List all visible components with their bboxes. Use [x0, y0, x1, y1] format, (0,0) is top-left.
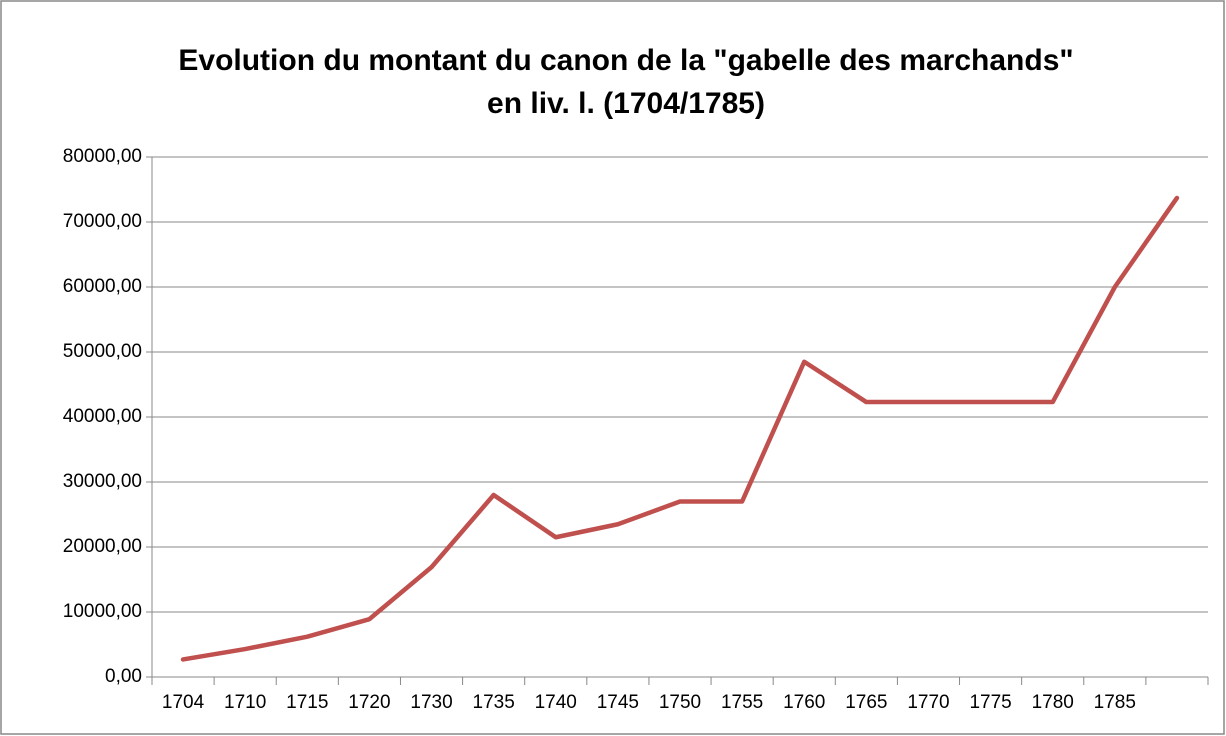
x-tick-label: 1750 [659, 692, 701, 713]
x-tick-label: 1765 [845, 692, 887, 713]
x-tick-label: 1720 [348, 692, 390, 713]
y-tick-label: 0,00 [105, 666, 142, 687]
y-tick-label: 80000,00 [63, 146, 142, 167]
x-tick-label: 1760 [783, 692, 825, 713]
series-line [180, 195, 1180, 662]
y-tick-label: 30000,00 [63, 471, 142, 492]
x-tick-label: 1755 [721, 692, 763, 713]
y-tick-label: 70000,00 [63, 211, 142, 232]
y-tick-label: 40000,00 [63, 406, 142, 427]
x-tick-label: 1745 [597, 692, 639, 713]
y-tick-label: 60000,00 [63, 276, 142, 297]
x-tick-label: 1730 [410, 692, 452, 713]
x-tick-label: 1770 [907, 692, 949, 713]
y-tick-label: 50000,00 [63, 341, 142, 362]
y-tick-label: 20000,00 [63, 536, 142, 557]
x-tick-label: 1785 [1094, 692, 1136, 713]
x-tick-label: 1775 [969, 692, 1011, 713]
x-tick-label: 1780 [1032, 692, 1074, 713]
y-tick-label: 10000,00 [63, 601, 142, 622]
x-tick-label: 1735 [473, 692, 515, 713]
x-tick-label: 1710 [224, 692, 266, 713]
chart-title: Evolution du montant du canon de la "gab… [178, 44, 1073, 77]
chart-title: en liv. l. (1704/1785) [487, 87, 765, 120]
x-tick-label: 1740 [535, 692, 577, 713]
x-tick-label: 1715 [286, 692, 328, 713]
x-tick-label: 1704 [162, 692, 205, 713]
